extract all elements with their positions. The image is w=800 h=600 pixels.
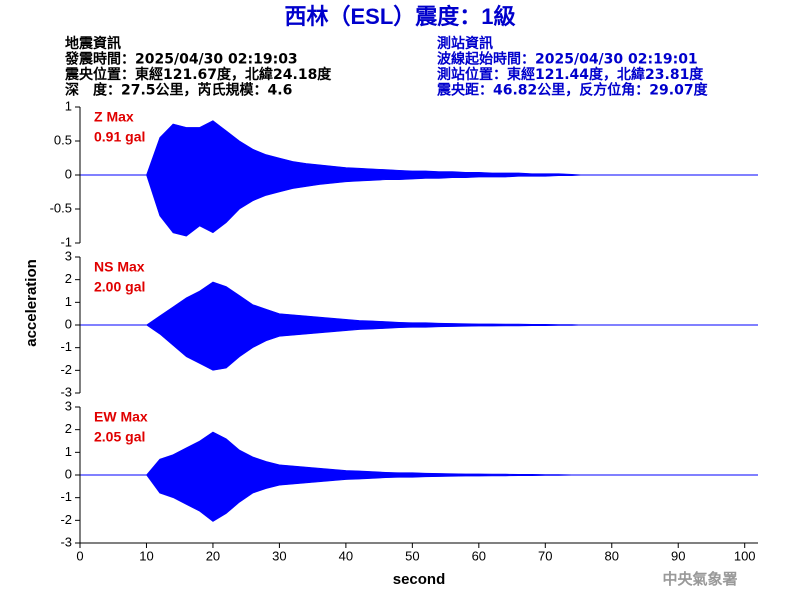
x-tick-label: 10: [139, 548, 153, 563]
x-tick-label: 60: [472, 548, 486, 563]
event-info: 發震時間：2025/04/30 02:19:03: [64, 51, 298, 68]
waveform-upper: [146, 120, 586, 176]
x-tick-label: 50: [405, 548, 419, 563]
y-tick-label: 3: [65, 398, 72, 413]
peak-label: 0.91 gal: [94, 129, 145, 145]
x-tick-label: 40: [339, 548, 353, 563]
waveform-upper: [145, 281, 586, 326]
peak-label: 2.00 gal: [94, 279, 145, 295]
component-label: EW Max: [94, 409, 148, 425]
station-info: 波線起始時間：2025/04/30 02:19:01: [437, 51, 698, 68]
y-tick-label: -2: [60, 362, 72, 377]
y-tick-label: 1: [65, 294, 72, 309]
waveform-lower: [145, 474, 586, 522]
x-tick-label: 20: [206, 548, 220, 563]
y-tick-label: 2: [65, 421, 72, 436]
y-tick-label: 0: [65, 166, 72, 181]
title: 西林（ESL）震度：1級: [284, 4, 515, 29]
y-tick-label: -1: [60, 234, 72, 249]
y-axis-label: acceleration: [23, 259, 40, 347]
y-tick-label: 0.5: [54, 132, 72, 147]
x-tick-label: 90: [671, 548, 685, 563]
x-tick-label: 0: [76, 548, 83, 563]
y-tick-label: -0.5: [50, 200, 72, 215]
y-tick-label: -1: [60, 489, 72, 504]
station-info: 測站資訊: [437, 35, 493, 52]
y-tick-label: -3: [60, 534, 72, 549]
event-info: 震央位置：東經121.67度，北緯24.18度: [64, 66, 332, 83]
watermark: 中央氣象署: [662, 570, 737, 588]
component-label: NS Max: [94, 259, 145, 275]
station-info: 震央距：46.82公里，反方位角：29.07度: [436, 82, 709, 99]
y-tick-label: 1: [65, 98, 72, 113]
waveform-lower: [145, 324, 586, 371]
event-info: 地震資訊: [65, 35, 121, 52]
event-info: 深 度：27.5公里，芮氏規模：4.6: [65, 82, 292, 99]
waveform-upper: [145, 431, 586, 476]
x-tick-label: 70: [538, 548, 552, 563]
peak-label: 2.05 gal: [94, 429, 145, 445]
x-axis-label: second: [393, 571, 446, 588]
y-tick-label: 1: [65, 444, 72, 459]
y-tick-label: 2: [65, 271, 72, 286]
x-tick-label: 30: [272, 548, 286, 563]
y-tick-label: -3: [60, 384, 72, 399]
y-tick-label: 0: [65, 466, 72, 481]
component-label: Z Max: [94, 109, 134, 125]
x-tick-label: 100: [734, 548, 756, 563]
waveform-lower: [146, 174, 586, 237]
y-tick-label: -2: [60, 512, 72, 527]
y-tick-label: -1: [60, 339, 72, 354]
station-info: 測站位置：東經121.44度，北緯23.81度: [437, 66, 704, 83]
x-tick-label: 80: [605, 548, 619, 563]
y-tick-label: 3: [65, 248, 72, 263]
y-tick-label: 0: [65, 316, 72, 331]
